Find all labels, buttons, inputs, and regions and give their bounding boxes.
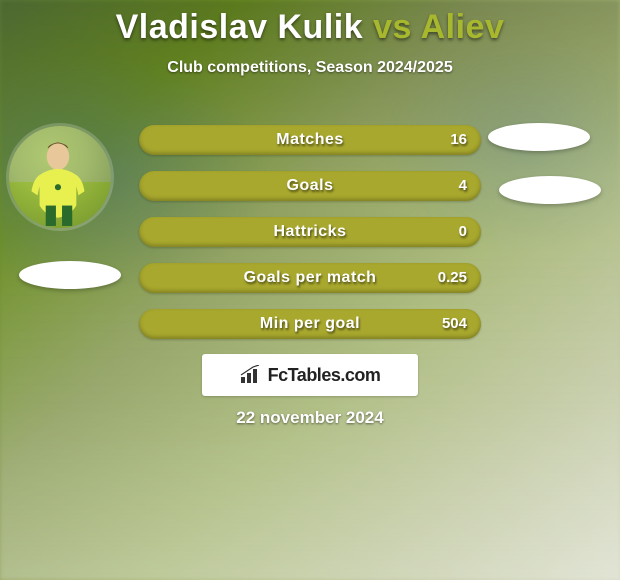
stat-value: 0 (459, 217, 467, 247)
brand-text: FcTables.com (268, 365, 381, 386)
brand-badge: FcTables.com (202, 354, 418, 396)
date-text: 22 november 2024 (0, 408, 620, 428)
left-oval-placeholder (19, 261, 121, 289)
player1-name: Vladislav Kulik (116, 8, 364, 46)
stat-value: 4 (459, 171, 467, 201)
subtitle: Club competitions, Season 2024/2025 (0, 59, 620, 77)
stat-bar-min-per-goal: Min per goal 504 (139, 309, 481, 339)
stat-label: Min per goal (139, 309, 481, 339)
stat-value: 504 (442, 309, 467, 339)
player2-name: Aliev (421, 8, 505, 46)
bar-chart-icon (240, 365, 262, 385)
right-oval-2 (499, 176, 601, 204)
stat-bar-goals: Goals 4 (139, 171, 481, 201)
stat-bar-hattricks: Hattricks 0 (139, 217, 481, 247)
stat-value: 16 (450, 125, 467, 155)
stat-value: 0.25 (438, 263, 467, 293)
player1-avatar (9, 126, 111, 228)
stat-label: Matches (139, 125, 481, 155)
stat-bar-goals-per-match: Goals per match 0.25 (139, 263, 481, 293)
player-silhouette-icon (9, 126, 111, 228)
stat-bars: Matches 16 Goals 4 Hattricks 0 Goals per… (139, 125, 481, 355)
page-title: Vladislav Kulik vs Aliev (0, 0, 620, 47)
content-root: Vladislav Kulik vs Aliev Club competitio… (0, 0, 620, 580)
stat-bar-matches: Matches 16 (139, 125, 481, 155)
stat-label: Goals (139, 171, 481, 201)
stat-label: Goals per match (139, 263, 481, 293)
right-oval-1 (488, 123, 590, 151)
vs-text: vs (373, 8, 412, 46)
stat-label: Hattricks (139, 217, 481, 247)
